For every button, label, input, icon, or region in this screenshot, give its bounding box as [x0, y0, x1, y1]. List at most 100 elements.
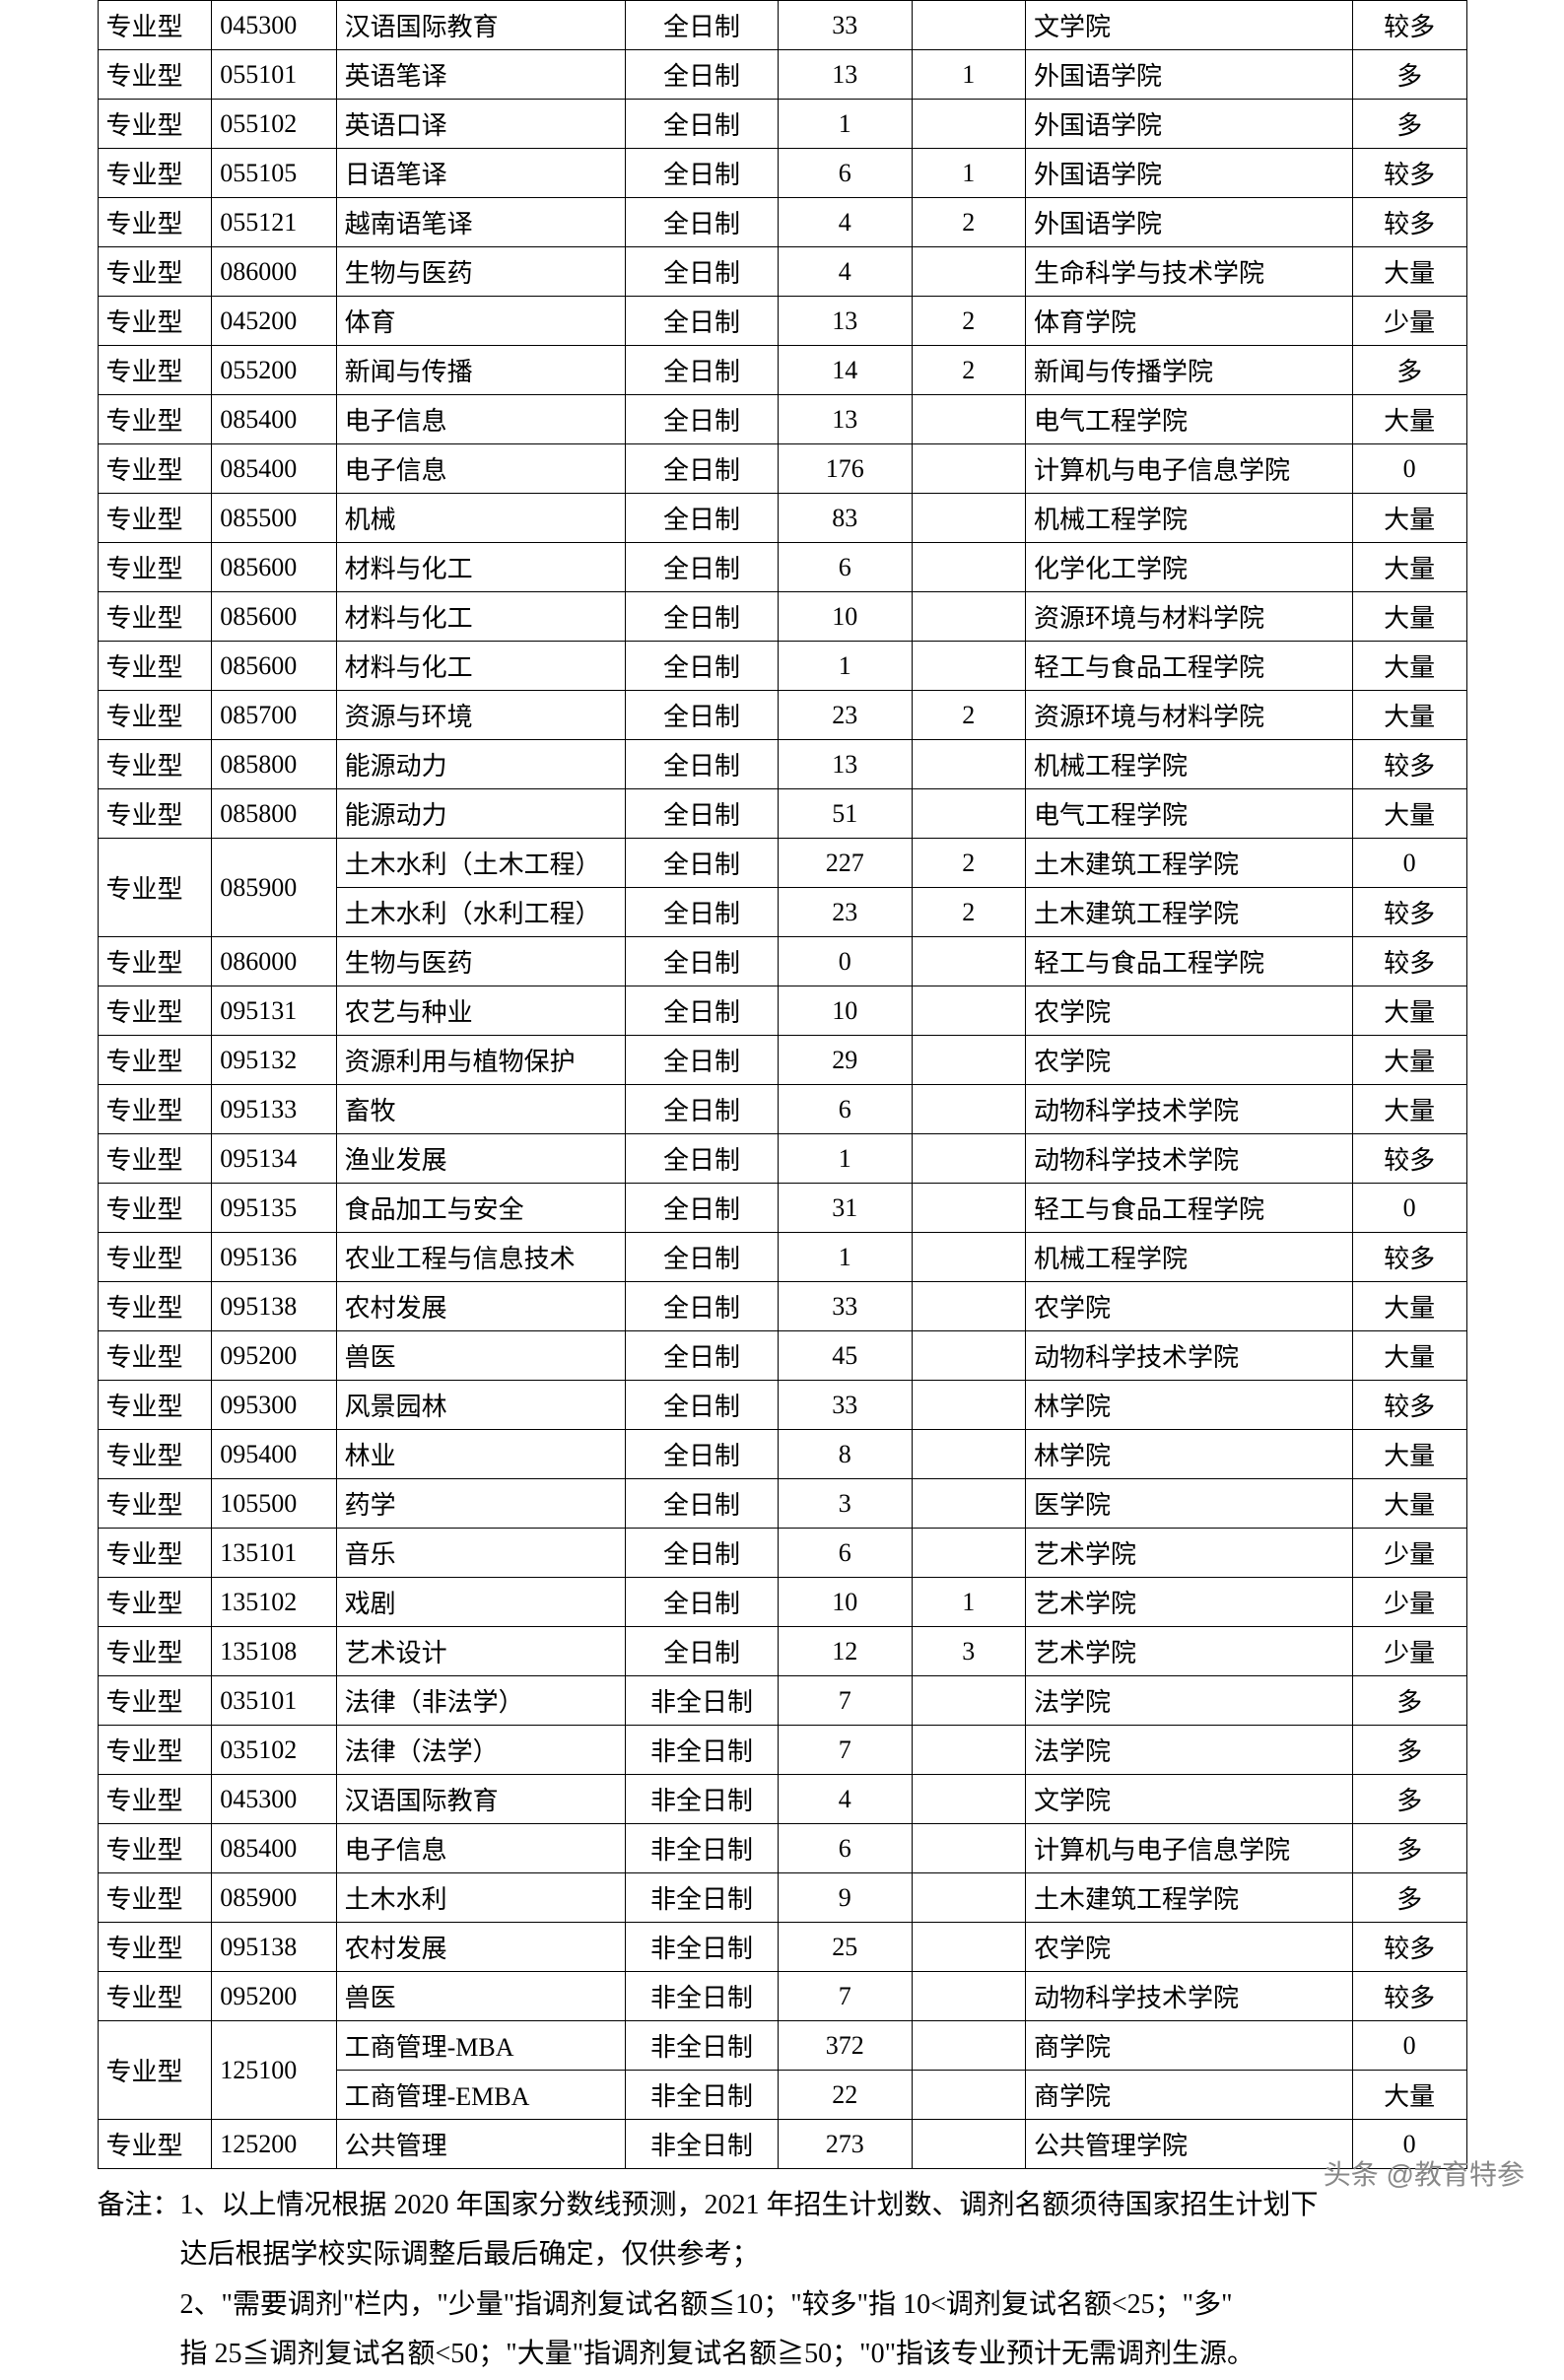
cell-adjustment-need: 大量 [1352, 1282, 1466, 1331]
cell-type: 专业型 [98, 100, 212, 149]
cell-major-name: 材料与化工 [336, 592, 625, 642]
cell-major-name: 电子信息 [336, 1824, 625, 1873]
cell-mode: 全日制 [625, 247, 778, 297]
cell-mode: 非全日制 [625, 1972, 778, 2021]
cell-type: 专业型 [98, 789, 212, 839]
cell-type: 专业型 [98, 1036, 212, 1085]
cell-quota: 33 [778, 1282, 912, 1331]
cell-college: 体育学院 [1025, 297, 1352, 346]
table-row: 专业型095200兽医全日制45动物科学技术学院大量 [98, 1331, 1466, 1381]
cell-type: 专业型 [98, 592, 212, 642]
cell-college: 文学院 [1025, 1775, 1352, 1824]
cell-adjustment-need: 较多 [1352, 198, 1466, 247]
cell-extra [912, 1282, 1025, 1331]
table-row: 专业型085500机械全日制83机械工程学院大量 [98, 494, 1466, 543]
cell-quota: 372 [778, 2021, 912, 2071]
cell-major-name: 土木水利（水利工程） [336, 888, 625, 937]
cell-code: 085800 [212, 740, 336, 789]
cell-college: 轻工与食品工程学院 [1025, 1184, 1352, 1233]
cell-quota: 4 [778, 198, 912, 247]
cell-code: 135108 [212, 1627, 336, 1676]
cell-type: 专业型 [98, 986, 212, 1036]
cell-code: 045200 [212, 297, 336, 346]
cell-adjustment-need: 较多 [1352, 888, 1466, 937]
cell-code: 085900 [212, 839, 336, 937]
table-row: 专业型125100工商管理-MBA非全日制372商学院0 [98, 2021, 1466, 2071]
cell-mode: 全日制 [625, 1085, 778, 1134]
cell-code: 095135 [212, 1184, 336, 1233]
cell-type: 专业型 [98, 1972, 212, 2021]
note-line-4: 指 25≦调剂复试名额<50；"大量"指调剂复试名额≧50；"0"指该专业预计无… [98, 2330, 1467, 2379]
table-row: 专业型055121越南语笔译全日制42外国语学院较多 [98, 198, 1466, 247]
cell-adjustment-need: 多 [1352, 50, 1466, 100]
cell-adjustment-need: 0 [1352, 444, 1466, 494]
cell-college: 农学院 [1025, 986, 1352, 1036]
table-row: 专业型085400电子信息全日制176计算机与电子信息学院0 [98, 444, 1466, 494]
cell-college: 艺术学院 [1025, 1529, 1352, 1578]
cell-extra [912, 494, 1025, 543]
cell-type: 专业型 [98, 2120, 212, 2169]
cell-college: 动物科学技术学院 [1025, 1134, 1352, 1184]
cell-extra: 2 [912, 297, 1025, 346]
cell-adjustment-need: 大量 [1352, 592, 1466, 642]
cell-adjustment-need: 大量 [1352, 1430, 1466, 1479]
cell-code: 055105 [212, 149, 336, 198]
cell-type: 专业型 [98, 691, 212, 740]
cell-adjustment-need: 大量 [1352, 642, 1466, 691]
cell-code: 135101 [212, 1529, 336, 1578]
table-row: 专业型095400林业全日制8林学院大量 [98, 1430, 1466, 1479]
cell-code: 085500 [212, 494, 336, 543]
cell-major-name: 日语笔译 [336, 149, 625, 198]
cell-extra [912, 789, 1025, 839]
cell-mode: 全日制 [625, 346, 778, 395]
cell-type: 专业型 [98, 1184, 212, 1233]
cell-major-name: 林业 [336, 1430, 625, 1479]
cell-adjustment-need: 较多 [1352, 1923, 1466, 1972]
cell-adjustment-need: 大量 [1352, 494, 1466, 543]
cell-quota: 23 [778, 691, 912, 740]
cell-adjustment-need: 大量 [1352, 247, 1466, 297]
cell-college: 生命科学与技术学院 [1025, 247, 1352, 297]
cell-type: 专业型 [98, 1676, 212, 1726]
cell-quota: 1 [778, 1233, 912, 1282]
cell-major-name: 电子信息 [336, 444, 625, 494]
cell-mode: 全日制 [625, 592, 778, 642]
cell-quota: 1 [778, 642, 912, 691]
cell-code: 105500 [212, 1479, 336, 1529]
cell-quota: 10 [778, 592, 912, 642]
cell-type: 专业型 [98, 247, 212, 297]
cell-extra [912, 986, 1025, 1036]
cell-type: 专业型 [98, 1775, 212, 1824]
cell-extra [912, 1, 1025, 50]
cell-college: 艺术学院 [1025, 1578, 1352, 1627]
cell-college: 土木建筑工程学院 [1025, 888, 1352, 937]
cell-college: 土木建筑工程学院 [1025, 839, 1352, 888]
cell-extra [912, 1726, 1025, 1775]
cell-type: 专业型 [98, 2021, 212, 2120]
cell-mode: 全日制 [625, 937, 778, 986]
cell-code: 085800 [212, 789, 336, 839]
cell-code: 095131 [212, 986, 336, 1036]
cell-mode: 全日制 [625, 740, 778, 789]
cell-code: 045300 [212, 1775, 336, 1824]
note-line-3: 2、"需要调剂"栏内，"少量"指调剂复试名额≦10；"较多"指 10<调剂复试名… [98, 2280, 1467, 2330]
cell-type: 专业型 [98, 642, 212, 691]
cell-quota: 227 [778, 839, 912, 888]
cell-adjustment-need: 少量 [1352, 1578, 1466, 1627]
cell-college: 文学院 [1025, 1, 1352, 50]
cell-quota: 51 [778, 789, 912, 839]
cell-adjustment-need: 较多 [1352, 1134, 1466, 1184]
cell-mode: 全日制 [625, 198, 778, 247]
cell-college: 资源环境与材料学院 [1025, 592, 1352, 642]
table-row: 专业型085600材料与化工全日制10资源环境与材料学院大量 [98, 592, 1466, 642]
cell-type: 专业型 [98, 1, 212, 50]
cell-extra [912, 1479, 1025, 1529]
cell-adjustment-need: 较多 [1352, 740, 1466, 789]
cell-major-name: 能源动力 [336, 789, 625, 839]
cell-code: 086000 [212, 247, 336, 297]
cell-college: 动物科学技术学院 [1025, 1331, 1352, 1381]
cell-code: 035102 [212, 1726, 336, 1775]
cell-code: 085600 [212, 642, 336, 691]
cell-extra [912, 1085, 1025, 1134]
cell-quota: 12 [778, 1627, 912, 1676]
